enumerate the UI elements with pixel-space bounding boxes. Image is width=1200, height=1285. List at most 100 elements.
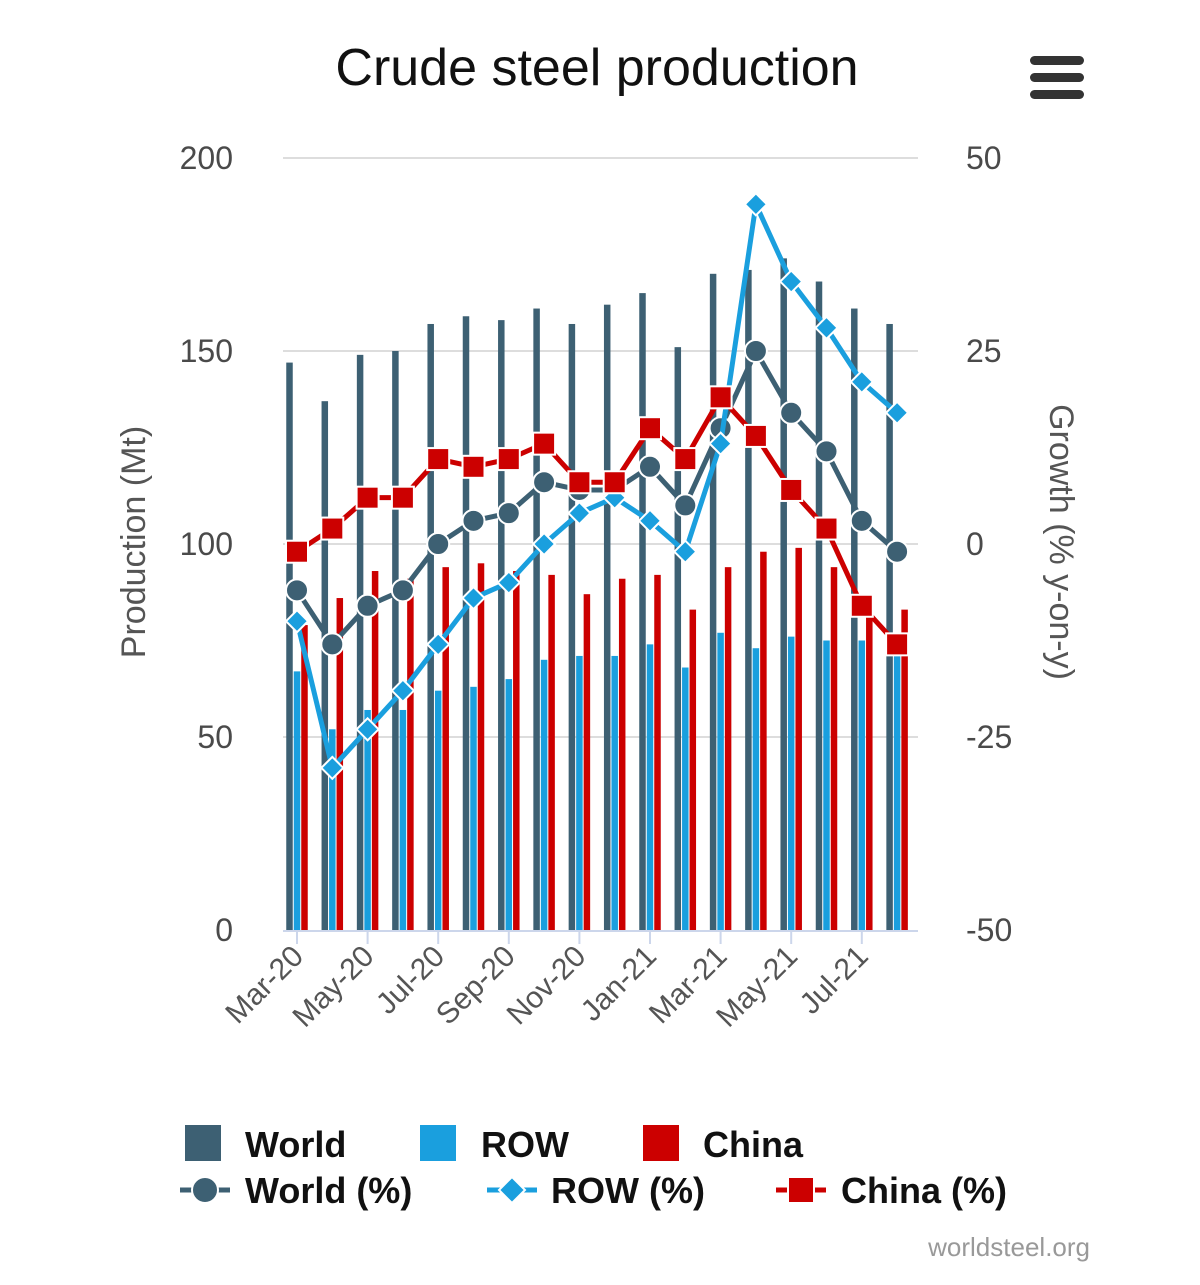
bar-china-Jun-21 [830,567,838,930]
bar-china-Jul-21 [866,594,873,930]
marker-china-pct-May-21 [779,477,804,502]
legend-symbol [420,1125,456,1161]
legend-item-china[interactable]: China [643,1124,804,1165]
marker-china-pct-Aug-21 [885,632,910,657]
legend-item-row[interactable]: ROW [420,1124,569,1165]
bar-row-Nov-20 [576,655,583,930]
legend-item-china-pct[interactable]: China (%) [776,1170,1007,1211]
marker-world-pct-Feb-21 [673,493,698,518]
bar-world-Jul-20 [427,323,434,931]
marker-china-pct-Aug-20 [461,454,486,479]
marker-row-pct-Oct-20 [531,531,557,557]
credit-link[interactable]: worldsteel.org [927,1232,1090,1262]
bar-china-Oct-20 [548,574,555,930]
marker-china-pct-Feb-21 [673,447,698,472]
chart-title: Crude steel production [335,39,858,97]
marker-world-pct-Jun-20 [390,578,415,603]
marker-row-pct-Jul-20 [425,631,451,657]
legend-label: ROW (%) [551,1170,705,1211]
y-axis-left-title: Production (Mt) [115,426,153,658]
marker-world-pct-Apr-20 [320,632,345,657]
bar-world-Feb-21 [674,347,682,930]
marker-row-pct-Feb-21 [672,539,698,565]
y-right-tick-label-0: 0 [966,526,984,562]
marker-row-pct-May-21 [778,269,804,294]
bar-world-Jun-20 [392,351,399,930]
marker-china-pct-Jul-20 [426,447,451,472]
bar-world-Mar-21 [709,273,717,930]
marker-world-pct-May-21 [779,400,804,425]
marker-world-pct-Jan-21 [638,454,662,479]
legend-label: World [245,1124,346,1165]
y-right-tick-label-neg25: -25 [966,719,1012,755]
legend-item-row-pct[interactable]: ROW (%) [487,1170,705,1211]
bar-row-Dec-20 [611,655,618,930]
bar-china-Mar-21 [724,567,732,930]
bar-china-May-21 [795,547,802,930]
marker-row-pct-May-20 [355,716,381,742]
bar-world-Oct-20 [533,308,540,930]
bar-china-Dec-20 [618,578,626,930]
y-axis-left-tick-labels: 0 50 100 150 200 [180,140,233,948]
marker-row-pct-Jul-21 [849,369,875,395]
bar-row-Aug-21 [893,648,901,930]
bar-world-Jul-21 [851,308,858,930]
y-axis-right-tick-labels: -50 -25 0 25 50 [966,140,1012,948]
y-left-tick-label-200: 200 [180,140,233,176]
x-tick-label-Sep-20: Sep-20 [430,940,522,1032]
bar-row-May-21 [787,636,795,930]
bar-world-May-20 [356,354,364,930]
bar-row-Feb-21 [682,667,689,930]
bar-world-Mar-20 [286,362,293,931]
marker-world-pct-Aug-20 [461,508,486,533]
marker-china-pct-Jan-21 [638,416,662,441]
bar-row-Jun-20 [399,709,407,930]
marker-row-pct-Mar-21 [708,431,734,457]
marker-world-pct-May-20 [355,593,380,618]
marker-row-pct-Sep-20 [496,570,522,596]
bar-world-Apr-20 [321,401,329,930]
marker-china-pct-Sep-20 [496,447,521,472]
x-tick-label-Jul-21: Jul-21 [794,940,875,1021]
bar-china-Jan-21 [654,574,661,930]
legend-item-world-pct[interactable]: World (%) [180,1170,412,1211]
bar-row-Jul-20 [434,690,442,930]
bar-china-May-20 [371,571,379,930]
bar-row-Jul-21 [858,640,866,930]
line-row-pct [294,201,899,771]
bar-row-Mar-21 [717,632,724,930]
bar-row-Jan-21 [646,644,654,930]
marker-china-pct-Jul-21 [849,593,874,618]
marker-row-pct-Nov-20 [566,500,592,526]
marker-world-pct-Aug-21 [885,539,910,564]
bar-world-Apr-21 [745,269,752,930]
bar-row-May-20 [364,709,371,930]
bar-world-Jan-21 [639,293,646,931]
line-series-group [284,191,910,781]
grid-lines [283,157,918,738]
y-axis-right-title: Growth (% y-on-y) [1042,404,1080,680]
marker-world-pct-Sep-20 [496,501,521,526]
y-left-tick-label-150: 150 [180,333,233,369]
marker-world-pct-Apr-21 [743,339,768,363]
bar-world-Aug-21 [886,323,893,931]
bar-series-group [286,258,908,931]
bar-row-Apr-21 [752,648,760,930]
bar-china-Jun-20 [407,578,414,930]
marker-row-pct-Apr-21 [743,191,769,217]
legend-symbol [643,1125,679,1161]
chart-menu-button[interactable] [1022,52,1092,104]
x-axis: Mar-20May-20Jul-20Sep-20Nov-20Jan-21Mar-… [219,930,918,1034]
bar-world-May-21 [780,258,787,930]
marker-row-pct-Aug-20 [461,585,486,611]
bar-china-Mar-20 [301,625,308,930]
y-left-tick-label-0: 0 [215,912,233,948]
legend-marker [191,1176,219,1204]
bar-china-Aug-20 [477,563,485,930]
marker-china-pct-Nov-20 [567,470,592,495]
bar-world-Sep-20 [498,320,505,930]
bar-china-Aug-21 [901,609,908,930]
legend[interactable]: World ROW China World (%) ROW (%) China (%) [180,1124,1007,1211]
y-left-tick-label-50: 50 [197,719,233,755]
legend-item-world[interactable]: World [185,1124,346,1165]
